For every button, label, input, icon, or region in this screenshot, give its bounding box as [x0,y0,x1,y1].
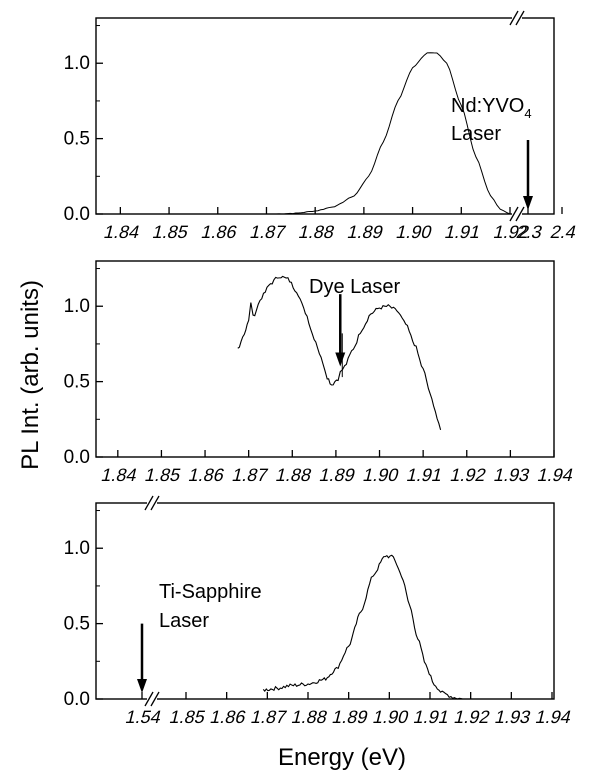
x-tick-label: 1.88 [297,221,337,242]
laser-label: Ti-Sapphire [159,581,262,603]
x-tick-label: 1.87 [230,464,270,485]
x-tick-label: 1.93 [492,464,532,485]
laser-arrow-head [523,196,533,210]
x-tick-label: 1.90 [371,706,411,727]
x-tick-label: 1.94 [534,706,574,727]
x-tick-label: 1.89 [330,706,370,727]
x-axis-title: Energy (eV) [278,744,406,771]
bottom-axis-break-mark [150,691,160,707]
bottom-axis-break-mark [509,206,519,222]
panel-2: 0.00.51.01.84 1.85 1.86 1.87 1.88 1.89 1.90 1.9… [64,260,576,485]
y-tick-label: 0.0 [64,204,90,225]
x-tick-label: 1.94 [536,464,576,485]
x-tick-label: 2.3 [515,221,545,242]
y-tick-label: 0.0 [64,689,90,710]
bottom-axis-break-mark [515,206,525,222]
laser-label-line2: Laser [451,123,501,145]
panel-1: 0.0 0.5 1.0 1.84 1.85 1.86 1.87 1.88 1.89 1.90 1.9… [64,10,579,242]
x-tick-label: 1.54 [124,706,164,727]
x-tick-label: 1.87 [249,706,289,727]
y-tick-label: 1.0 [64,296,90,317]
series-line [262,554,463,700]
x-tick-label: 1.92 [448,464,488,485]
x-tick-label: 1.85 [143,464,183,485]
laser-arrow-head [335,352,346,367]
x-tick-label: 1.92 [452,706,492,727]
x-tick-label: 1.86 [187,464,227,485]
x-tick-label: 1.85 [168,706,208,727]
top-axis-break-mark [515,10,525,26]
laser-label-subscript: 4 [524,106,531,121]
series-line [276,52,511,215]
x-tick-label: 1.86 [199,221,239,242]
bottom-axis-break-gap [147,696,157,702]
laser-label-line2: Laser [159,610,209,632]
x-tick-label: 1.88 [290,706,330,727]
x-tick-label: 1.87 [248,221,288,242]
y-tick-label: 0.5 [64,372,90,393]
plot-frame [95,17,555,215]
y-tick-label: 0.5 [64,614,90,635]
top-axis-break-mark [150,495,160,511]
x-tick-label: 1.85 [151,221,191,242]
top-axis-break-gap [512,15,522,21]
x-tick-label: 1.90 [394,221,434,242]
x-tick-label: 1.92 [492,221,532,242]
top-axis-break-mark [509,10,519,26]
x-tick-label: 1.91 [412,706,452,727]
x-tick-label: 1.89 [317,464,357,485]
plot-frame [95,502,555,700]
x-tick-label: 1.88 [274,464,314,485]
laser-label: Nd:YVO4 [451,95,532,121]
bottom-axis-break-mark [144,691,154,707]
x-tick-label: 1.84 [99,464,139,485]
x-tick-label: 1.93 [493,706,533,727]
y-tick-label: 1.0 [64,53,90,74]
laser-label-main: Nd:YVO [451,95,524,117]
x-tick-label: 1.84 [102,221,142,242]
y-axis-title: PL Int. (arb. units) [17,280,44,470]
panel-3: 0.00.51.01.54 1.85 1.86 1.87 1.88 1.89 1.90 1.9… [64,495,574,727]
top-axis-break-mark [144,495,154,511]
y-tick-label: 0.0 [64,447,90,468]
series-line [237,275,442,431]
x-tick-label: 1.91 [443,221,483,242]
x-tick-label: 1.89 [345,221,385,242]
x-tick-label: 2.4 [549,221,579,242]
y-tick-label: 1.0 [64,538,90,559]
x-tick-label: 1.91 [405,464,445,485]
laser-arrow-head [137,679,147,693]
y-tick-label: 0.5 [64,129,90,150]
x-tick-label: 1.90 [361,464,401,485]
top-axis-break-gap [147,500,157,506]
bottom-axis-break-gap [512,211,522,217]
x-tick-label: 1.86 [208,706,248,727]
laser-label: Dye Laser [309,276,400,298]
plot-frame [95,260,555,458]
